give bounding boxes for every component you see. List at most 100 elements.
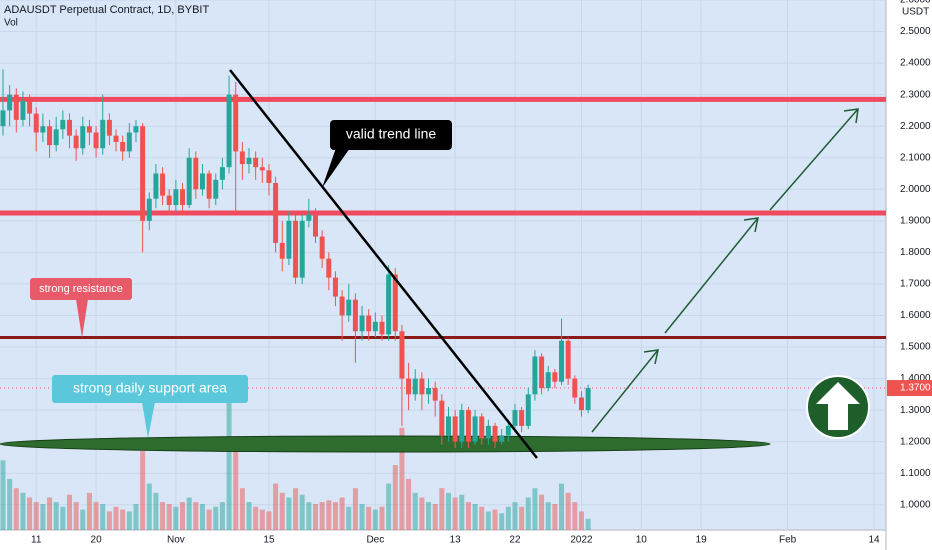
candle-body xyxy=(479,416,485,439)
candle-body xyxy=(366,315,372,332)
volume-bar xyxy=(80,509,86,530)
volume-bar xyxy=(326,500,332,530)
volume-bar xyxy=(273,483,279,530)
volume-bar xyxy=(126,511,132,530)
volume-bar xyxy=(86,492,92,530)
x-tick-label: Feb xyxy=(779,535,797,546)
candle-body xyxy=(13,94,19,120)
volume-bar xyxy=(339,497,345,530)
candle-body xyxy=(106,119,112,136)
volume-bar xyxy=(505,506,511,530)
volume-bar xyxy=(193,502,199,530)
volume-bar xyxy=(459,494,465,530)
x-tick-label: Dec xyxy=(366,535,384,546)
volume-bar xyxy=(0,460,6,530)
candle-body xyxy=(379,321,385,335)
x-tick-label: 11 xyxy=(31,535,42,546)
annotation: strong resistance xyxy=(39,283,123,295)
candle-body xyxy=(399,331,405,379)
candle-body xyxy=(472,416,478,442)
candle-body xyxy=(339,296,345,316)
y-tick-label: 2.4000 xyxy=(900,58,931,69)
y-tick-label: 2.5000 xyxy=(900,26,931,37)
projection-arrows xyxy=(591,108,859,433)
candle-body xyxy=(485,425,491,439)
callout-resistance: strong resistance xyxy=(30,278,132,338)
annotation: valid trend line xyxy=(346,126,436,142)
candle-body xyxy=(352,299,358,332)
candle-body xyxy=(40,126,46,133)
volume-bar xyxy=(133,504,139,530)
y-tick-label: 1.3000 xyxy=(900,405,931,416)
chart-title: ADAUSDT Perpetual Contract, 1D, BYBIT xyxy=(4,4,209,16)
volume-bar xyxy=(20,492,26,530)
candle-body xyxy=(120,141,126,152)
volume-bar xyxy=(406,478,412,530)
candle-body xyxy=(559,340,565,382)
currency-label: USDT xyxy=(902,7,929,18)
volume-bar xyxy=(13,488,19,530)
volume-bar xyxy=(73,502,79,530)
candle-body xyxy=(47,126,53,146)
volume-bar xyxy=(199,504,205,530)
y-tick-label: 1.6000 xyxy=(900,310,931,321)
x-tick-label: 14 xyxy=(868,535,880,546)
volume-bar xyxy=(485,511,491,530)
candle-body xyxy=(266,170,272,183)
volume-bar xyxy=(279,492,285,530)
candle-body xyxy=(452,416,458,442)
candle-body xyxy=(126,132,132,152)
volume-bar xyxy=(519,506,525,530)
candle-body xyxy=(93,132,99,149)
candle-body xyxy=(133,126,139,133)
up-arrow-badge xyxy=(806,375,870,439)
candle-body xyxy=(439,400,445,436)
time-axis-background xyxy=(0,530,886,550)
y-tick-label: 1.5000 xyxy=(900,342,931,353)
volume-bar xyxy=(499,513,505,530)
volume-bar xyxy=(439,488,445,530)
candle-body xyxy=(80,126,86,149)
candle-body xyxy=(519,410,525,426)
candle-body xyxy=(213,179,219,199)
volume-bar xyxy=(492,509,498,530)
volume-bar xyxy=(545,502,551,530)
candle-body xyxy=(432,388,438,401)
volume-bar xyxy=(366,506,372,530)
candle-body xyxy=(226,94,232,168)
candle-body xyxy=(253,157,259,168)
candle-body xyxy=(299,220,305,278)
candle-body xyxy=(406,378,412,395)
candle-body xyxy=(419,378,425,395)
volume-bar xyxy=(445,492,451,530)
candle-body xyxy=(319,236,325,259)
volume-bar xyxy=(359,504,365,530)
candle-body xyxy=(359,315,365,332)
volume-bar xyxy=(379,506,385,530)
candle-body xyxy=(306,214,312,221)
candle-body xyxy=(160,173,166,196)
volume-bar xyxy=(113,506,119,530)
volume-bar xyxy=(313,504,319,530)
y-tick-label: 1.9000 xyxy=(900,215,931,226)
volume-bar xyxy=(572,502,578,530)
candle-body xyxy=(426,388,432,395)
volume-bar xyxy=(120,509,126,530)
y-tick-label: 2.1000 xyxy=(900,152,931,163)
candle-body xyxy=(33,113,39,133)
volume-bar xyxy=(239,488,245,530)
volume-bar xyxy=(432,504,438,530)
candle-body xyxy=(73,135,79,149)
x-tick-label: 13 xyxy=(450,535,462,546)
volume-bar xyxy=(346,506,352,530)
callout-support: strong daily support area xyxy=(52,375,248,438)
volume-bar xyxy=(106,511,112,530)
volume-bar xyxy=(100,504,106,530)
candle-body xyxy=(193,157,199,190)
candle-body xyxy=(206,173,212,199)
volume-bar xyxy=(306,502,312,530)
volume-bar xyxy=(40,504,46,530)
candle-body xyxy=(246,157,252,165)
volume-bar xyxy=(66,494,72,530)
candle-body xyxy=(239,151,245,165)
